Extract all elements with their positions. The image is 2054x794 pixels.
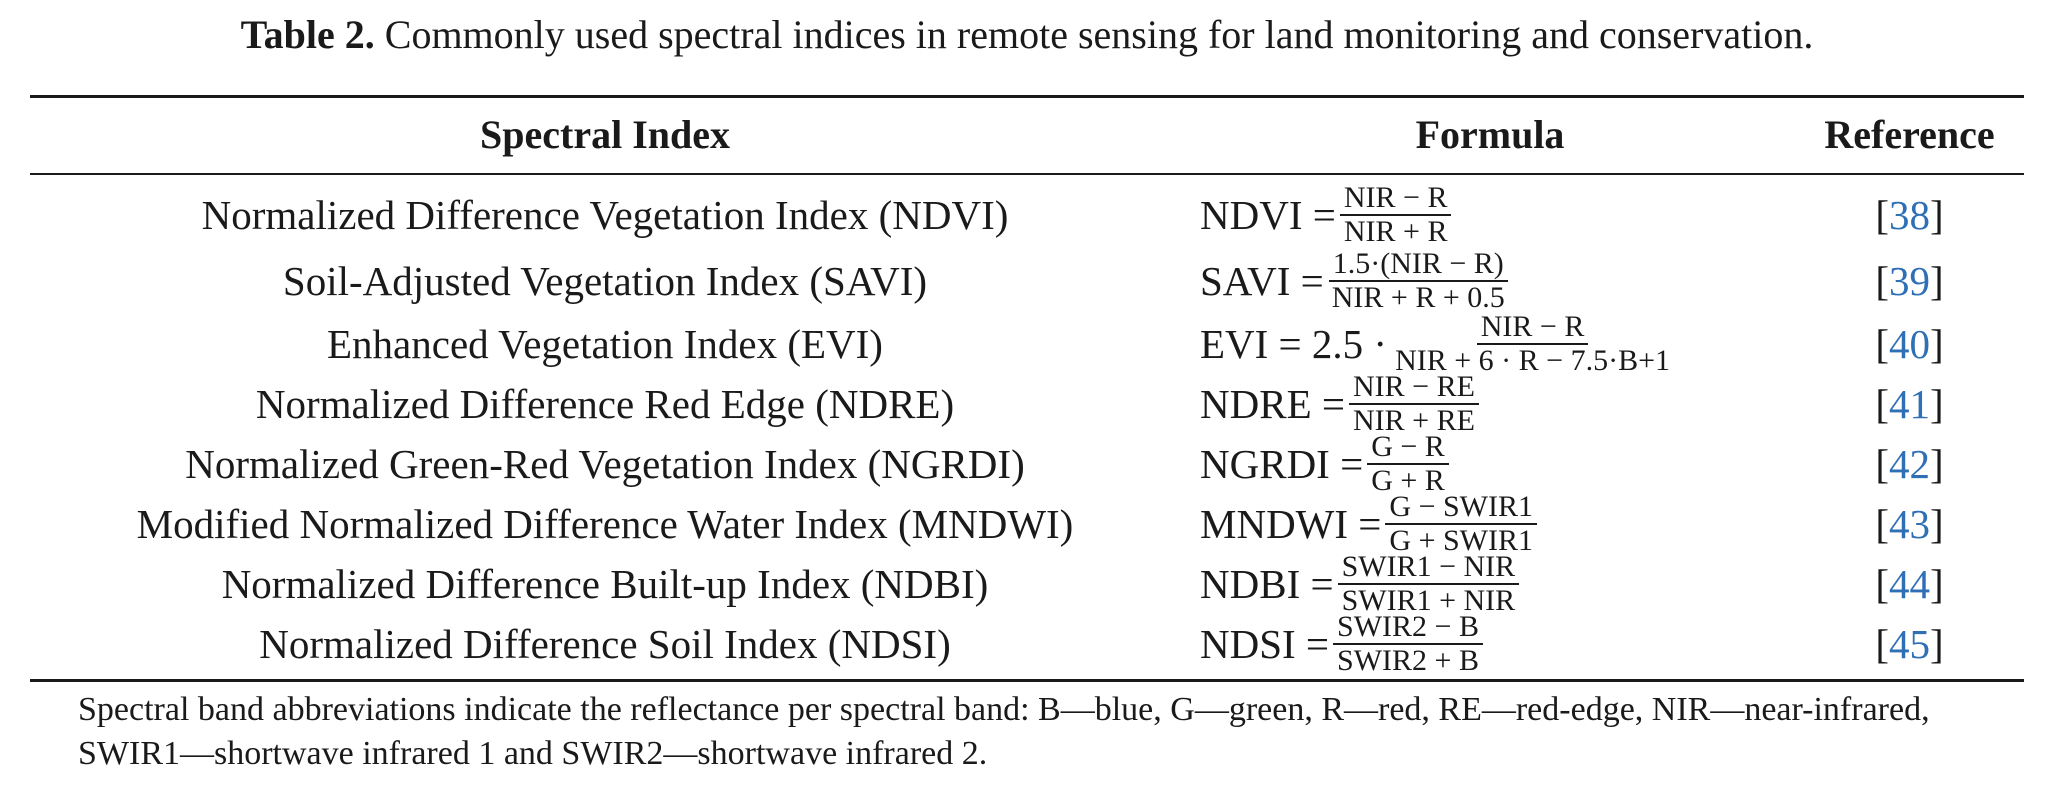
index-name: Normalized Difference Built-up Index (ND… [221, 561, 989, 607]
formula-denominator: NIR + 6 · R − 7.5·B+1 [1395, 344, 1671, 377]
header-spectral-index: Spectral Index [480, 112, 730, 157]
formula-numerator: SWIR2 − B [1333, 612, 1483, 645]
reference-link[interactable]: 41 [1889, 381, 1930, 427]
reference-link[interactable]: 42 [1889, 441, 1930, 487]
index-name: Normalized Difference Soil Index (NDSI) [259, 621, 951, 667]
reference-cell: [42] [1875, 441, 1944, 487]
reference-link[interactable]: 45 [1889, 621, 1930, 667]
formula-lhs: EVI = 2.5 · [1200, 321, 1388, 367]
table-row: Modified Normalized Difference Water Ind… [0, 492, 2054, 556]
formula-denominator: SWIR2 + B [1337, 644, 1479, 677]
reference-cell: [45] [1875, 621, 1944, 667]
formula-lhs: SAVI = [1200, 258, 1324, 304]
index-name: Normalized Green-Red Vegetation Index (N… [185, 441, 1025, 487]
table-row: Normalized Difference Red Edge (NDRE) NDR… [0, 372, 2054, 437]
index-formula: NDSI = SWIR2 − B SWIR2 + B [1200, 612, 1483, 676]
table-label: Table 2. [240, 12, 375, 57]
reference-link[interactable]: 43 [1889, 501, 1930, 547]
formula-fraction: G − SWIR1 G + SWIR1 [1385, 492, 1537, 556]
reference-link[interactable]: 38 [1889, 192, 1930, 238]
reference-cell: [39] [1875, 258, 1944, 304]
table-row: Enhanced Vegetation Index (EVI) EVI = 2.5… [0, 312, 2054, 376]
table-row: Soil-Adjusted Vegetation Index (SAVI) SAV… [0, 249, 2054, 313]
index-formula: EVI = 2.5 · NIR − R NIR + 6 · R − 7.5·B+1 [1200, 312, 1674, 376]
index-formula: MNDWI = G − SWIR1 G + SWIR1 [1200, 492, 1537, 556]
formula-lhs: NGRDI = [1200, 441, 1364, 487]
index-name: Enhanced Vegetation Index (EVI) [327, 321, 883, 367]
formula-fraction: NIR − R NIR + R [1339, 183, 1452, 248]
formula-numerator: G − SWIR1 [1385, 492, 1537, 525]
index-name: Normalized Difference Vegetation Index (… [201, 192, 1009, 238]
formula-lhs: NDVI = [1200, 192, 1336, 238]
formula-lhs: NDRE = [1200, 381, 1345, 427]
index-name: Soil-Adjusted Vegetation Index (SAVI) [282, 258, 928, 304]
formula-fraction: NIR − RE NIR + RE [1348, 372, 1479, 437]
formula-numerator: G − R [1367, 432, 1449, 465]
formula-fraction: 1.5·(NIR − R) NIR + R + 0.5 [1328, 249, 1509, 313]
index-formula: NDVI = NIR − R NIR + R [1200, 183, 1452, 248]
formula-denominator: NIR + RE [1352, 404, 1475, 437]
formula-fraction: SWIR2 − B SWIR2 + B [1333, 612, 1483, 676]
header-formula: Formula [1415, 112, 1565, 157]
formula-fraction: SWIR1 − NIR SWIR1 + NIR [1337, 552, 1520, 617]
reference-cell: [38] [1875, 192, 1944, 238]
reference-link[interactable]: 39 [1889, 258, 1930, 304]
formula-denominator: G + SWIR1 [1389, 524, 1533, 557]
reference-cell: [41] [1875, 381, 1944, 427]
formula-denominator: SWIR1 + NIR [1341, 584, 1516, 617]
formula-lhs: NDSI = [1200, 621, 1330, 667]
formula-numerator: 1.5·(NIR − R) [1328, 249, 1508, 282]
table-row: Normalized Green-Red Vegetation Index (N… [0, 432, 2054, 496]
bottom-rule [30, 679, 2024, 682]
formula-denominator: G + R [1371, 464, 1445, 497]
index-formula: SAVI = 1.5·(NIR − R) NIR + R + 0.5 [1200, 249, 1509, 313]
reference-link[interactable]: 44 [1889, 561, 1930, 607]
table-row: Normalized Difference Soil Index (NDSI) N… [0, 612, 2054, 676]
formula-numerator: NIR − RE [1348, 372, 1479, 405]
formula-fraction: NIR − R NIR + 6 · R − 7.5·B+1 [1391, 312, 1674, 376]
formula-denominator: NIR + R + 0.5 [1331, 281, 1505, 314]
reference-link[interactable]: 40 [1889, 321, 1930, 367]
formula-lhs: NDBI = [1200, 561, 1334, 607]
index-name: Normalized Difference Red Edge (NDRE) [255, 381, 955, 427]
index-formula: NDRE = NIR − RE NIR + RE [1200, 372, 1479, 437]
reference-cell: [40] [1875, 321, 1944, 367]
header-reference: Reference [1824, 112, 1995, 157]
table-row: Normalized Difference Built-up Index (ND… [0, 552, 2054, 617]
index-formula: NDBI = SWIR1 − NIR SWIR1 + NIR [1200, 552, 1520, 617]
formula-denominator: NIR + R [1343, 215, 1448, 248]
formula-lhs: MNDWI = [1200, 501, 1382, 547]
formula-numerator: NIR − R [1476, 312, 1589, 345]
index-name: Modified Normalized Difference Water Ind… [136, 501, 1074, 547]
table-row: Normalized Difference Vegetation Index (… [0, 183, 2054, 248]
formula-numerator: SWIR1 − NIR [1337, 552, 1520, 585]
table-caption-text: Commonly used spectral indices in remote… [374, 12, 1814, 57]
top-rule [30, 95, 2024, 98]
table-footnote: Spectral band abbreviations indicate the… [78, 691, 1930, 772]
reference-cell: [44] [1875, 561, 1944, 607]
reference-cell: [43] [1875, 501, 1944, 547]
formula-numerator: NIR − R [1339, 183, 1452, 216]
table-caption: Table 2. Commonly used spectral indices … [0, 10, 2054, 60]
header-rule [30, 173, 2024, 175]
